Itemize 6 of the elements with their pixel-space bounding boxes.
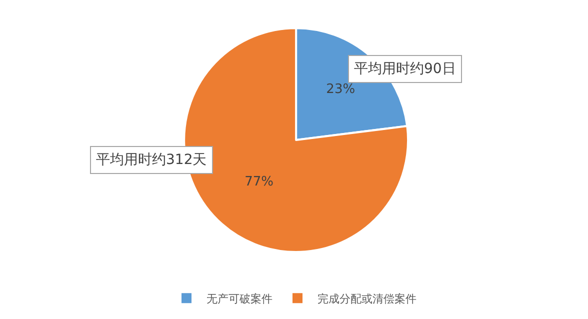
data-label: 23% — [326, 82, 356, 97]
text: 平均用时约90日 — [354, 61, 456, 77]
data-label: 77% — [244, 174, 274, 190]
text: 平均用时约312天 — [96, 152, 207, 168]
legend-label: 完成分配或清偿案件 — [318, 292, 416, 306]
legend-label: 无产可破案件 — [206, 292, 272, 306]
